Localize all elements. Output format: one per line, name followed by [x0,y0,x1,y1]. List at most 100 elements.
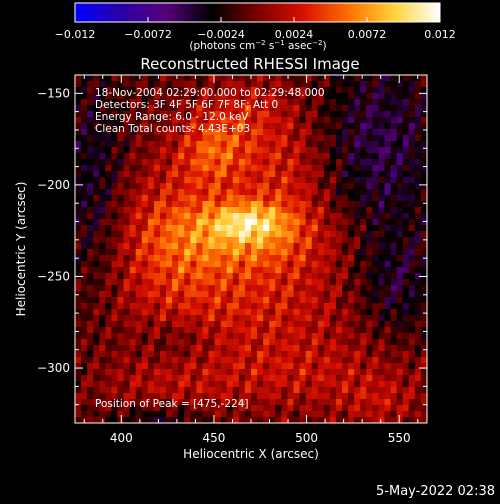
heatmap-cell [135,297,143,304]
heatmap-cell [99,87,106,94]
heatmap-cell [348,381,355,388]
heatmap-cell [135,195,143,202]
heatmap-cell [329,189,337,196]
heatmap-cell [141,177,149,184]
heatmap-cell [323,231,331,238]
heatmap-cell [153,309,161,316]
heatmap-cell [220,273,228,280]
heatmap-cell [384,333,392,340]
heatmap-cell [342,135,349,142]
heatmap-cell [348,333,355,340]
heatmap-cell [299,189,307,196]
heatmap-cell [263,147,270,154]
heatmap-cell [305,327,313,334]
heatmap-cell [232,417,240,423]
heatmap-cell [287,201,295,208]
heatmap-cell [348,327,355,334]
heatmap-cell [299,243,307,250]
heatmap-cell [129,237,137,244]
heatmap-cell [123,369,131,376]
heatmap-cell [99,219,106,226]
heatmap-cell [342,153,349,160]
heatmap-cell [360,237,367,244]
heatmap-cell [408,237,416,244]
heatmap-cell [93,309,100,316]
heatmap-cell [263,369,270,376]
heatmap-cell [360,159,367,166]
heatmap-cell [190,417,197,423]
heatmap-cell [111,405,119,412]
heatmap-cell [305,237,313,244]
heatmap-cell [366,135,373,142]
heatmap-cell [75,333,82,340]
heatmap-cell [323,189,331,196]
heatmap-cell [75,321,82,328]
heatmap-cell [378,339,386,346]
heatmap-cell [87,219,94,226]
heatmap-cell [178,123,185,130]
heatmap-cell [244,399,252,406]
heatmap-cell [214,255,222,262]
heatmap-cell [99,273,106,280]
heatmap-cell [360,141,367,148]
heatmap-cell [190,183,197,190]
heatmap-cell [135,411,143,418]
heatmap-cell [244,339,252,346]
heatmap-cell [263,237,270,244]
heatmap-cell [335,195,343,202]
heatmap-cell [335,345,343,352]
heatmap-cell [378,81,386,88]
heatmap-cell [117,393,125,400]
heatmap-cell [141,231,149,238]
heatmap-cell [335,171,343,178]
heatmap-cell [123,159,131,166]
heatmap-cell [390,399,398,406]
heatmap-cell [244,249,252,256]
heatmap-cell [269,333,276,340]
heatmap-cell [202,339,210,346]
heatmap-cell [184,363,191,370]
heatmap-cell [166,225,173,232]
heatmap-cell [342,351,349,358]
heatmap-cell [75,165,82,172]
heatmap-cell [329,261,337,268]
heatmap-cell [178,159,185,166]
heatmap-cell [141,117,149,124]
heatmap-cell [360,333,367,340]
heatmap-cell [420,363,427,370]
heatmap-cell [335,417,343,423]
heatmap-cell [396,93,404,100]
heatmap-cell [293,267,301,274]
heatmap-cell [402,129,410,136]
heatmap-cell [214,147,222,154]
heatmap-cell [99,405,106,412]
heatmap-cell [111,105,119,112]
heatmap-cell [190,375,197,382]
heatmap-cell [366,411,373,418]
heatmap-cell [299,285,307,292]
heatmap-cell [220,387,228,394]
heatmap-cell [226,387,234,394]
heatmap-cell [232,117,240,124]
heatmap-cell [141,243,149,250]
heatmap-cell [263,87,270,94]
heatmap-cell [281,117,289,124]
heatmap-cell [408,171,416,178]
heatmap-cell [159,297,167,304]
heatmap-cell [257,363,264,370]
heatmap-cell [159,87,167,94]
heatmap-cell [172,357,179,364]
heatmap-cell [354,249,361,256]
heatmap-cell [323,237,331,244]
heatmap-cell [202,159,210,166]
heatmap-cell [147,339,155,346]
heatmap-cell [238,231,246,238]
heatmap-cell [153,105,161,112]
plot-area: 400 450 500 550 −150−200−250−300 [37,74,428,445]
heatmap-cell [420,165,427,172]
heatmap-cell [238,303,246,310]
heatmap-cell [178,327,185,334]
heatmap-cell [348,225,355,232]
heatmap-cell [135,171,143,178]
heatmap-cell [117,315,125,322]
